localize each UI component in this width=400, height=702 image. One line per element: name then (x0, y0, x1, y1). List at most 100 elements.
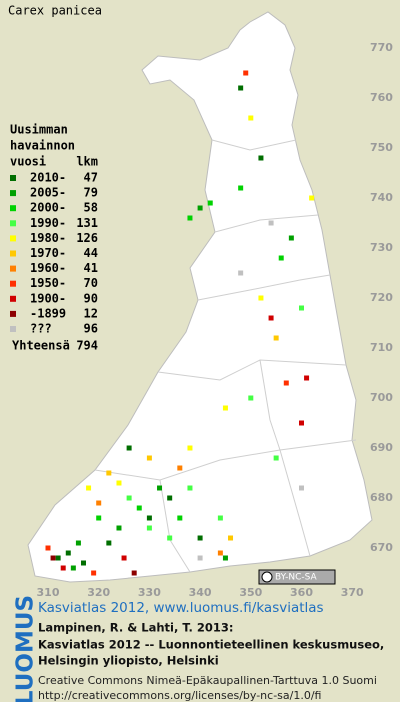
x-tick-label: 360 (290, 586, 313, 599)
cc-badge-text: BY-NC-SA (275, 573, 318, 583)
citation: Lampinen, R. & Lahti, T. 2013: (38, 621, 233, 635)
y-tick-label: 690 (370, 441, 393, 454)
y-tick-label: 700 (370, 391, 393, 404)
record-cell (248, 395, 254, 401)
finland-outline (27, 11, 373, 583)
record-cell (96, 500, 102, 506)
record-cell (187, 445, 193, 451)
record-cell (197, 535, 203, 541)
record-cell (268, 220, 274, 226)
record-cell (283, 380, 289, 386)
legend-swatch (10, 326, 16, 332)
license-url[interactable]: http://creativecommons.org/licenses/by-n… (38, 689, 321, 702)
legend-swatch (10, 175, 16, 181)
x-tick-label: 320 (87, 586, 110, 599)
y-tick-label: 670 (370, 541, 393, 554)
y-tick-label: 750 (370, 141, 393, 154)
region-borders (94, 139, 357, 573)
title: Carex panicea (8, 4, 102, 18)
legend-label: 1950- (30, 276, 66, 290)
legend-count: 41 (84, 261, 98, 275)
legend-label: 1960- (30, 261, 66, 275)
record-cell (126, 445, 132, 451)
total-label: Yhteensä (12, 339, 70, 353)
record-cell (55, 555, 61, 561)
legend-swatch (10, 235, 16, 242)
cc-icon (261, 571, 273, 583)
record-cell (238, 85, 244, 91)
record-cell (116, 525, 122, 531)
y-tick-label: 760 (370, 91, 393, 104)
y-tick-label: 720 (370, 291, 393, 304)
record-cell (116, 480, 122, 486)
record-cell (187, 485, 193, 491)
legend-count: 96 (84, 322, 98, 336)
y-tick-label: 740 (370, 191, 393, 204)
record-cell (96, 515, 102, 521)
legend-label: 1900- (30, 291, 66, 305)
legend-swatch (10, 295, 16, 302)
total-count: 794 (76, 339, 98, 353)
legend-count: 44 (84, 246, 98, 260)
footer-link[interactable]: Kasviatlas 2012, www.luomus.fi/kasviatla… (38, 600, 324, 616)
record-cell (288, 235, 294, 241)
record-cell (217, 515, 223, 521)
x-tick-label: 370 (341, 586, 364, 599)
legend-count: 79 (84, 186, 98, 200)
record-cell (278, 255, 284, 261)
record-cell (131, 570, 137, 576)
record-cell (75, 540, 81, 546)
record-cell (45, 545, 51, 551)
x-tick-label: 350 (239, 586, 262, 599)
legend-label: ??? (30, 322, 52, 336)
record-cell (299, 305, 304, 311)
record-cell (157, 485, 163, 491)
record-cell (309, 195, 315, 201)
legend-label: 2010- (30, 171, 66, 185)
legend-swatch (10, 190, 16, 197)
record-cell (167, 535, 173, 541)
record-cell (121, 555, 127, 561)
record-cell (243, 70, 249, 76)
legend-count: 12 (84, 306, 98, 320)
legend-count: 90 (84, 291, 98, 305)
x-tick-label: 330 (138, 586, 161, 599)
record-cell (65, 550, 71, 556)
y-tick-label: 730 (370, 241, 393, 254)
legend-count: 70 (84, 276, 98, 290)
record-cell (106, 470, 112, 476)
y-tick-label: 680 (370, 491, 393, 504)
legend-label: 1970- (30, 246, 66, 260)
legend-column: lkm (76, 155, 98, 169)
record-cell (177, 465, 183, 471)
record-cell (70, 565, 76, 571)
record-cell (273, 335, 279, 341)
record-cell (60, 565, 66, 571)
record-cell (273, 455, 279, 461)
record-cell (228, 535, 234, 541)
record-cell (238, 270, 244, 276)
legend-label: -1899 (30, 306, 66, 320)
record-cell (197, 555, 203, 561)
record-cell (86, 485, 92, 491)
legend-swatch (10, 250, 16, 257)
legend-column: vuosi (10, 155, 46, 169)
citation: Kasviatlas 2012 -- Luonnontieteellinen k… (38, 638, 384, 652)
y-tick-label: 710 (370, 341, 393, 354)
record-cell (258, 155, 264, 161)
record-cell (299, 485, 304, 491)
cc-badge: BY-NC-SA (258, 569, 336, 585)
x-tick-label: 310 (37, 586, 60, 599)
record-cell (187, 215, 193, 221)
legend-count: 47 (84, 171, 98, 185)
record-cell (126, 495, 132, 501)
legend-label: 1990- (30, 216, 66, 230)
record-cell (197, 205, 203, 211)
record-cell (268, 315, 274, 321)
record-cell (177, 515, 183, 521)
record-cell (91, 570, 97, 576)
record-cell (146, 515, 152, 521)
legend-label: 2000- (30, 201, 66, 215)
record-cell (146, 455, 152, 461)
